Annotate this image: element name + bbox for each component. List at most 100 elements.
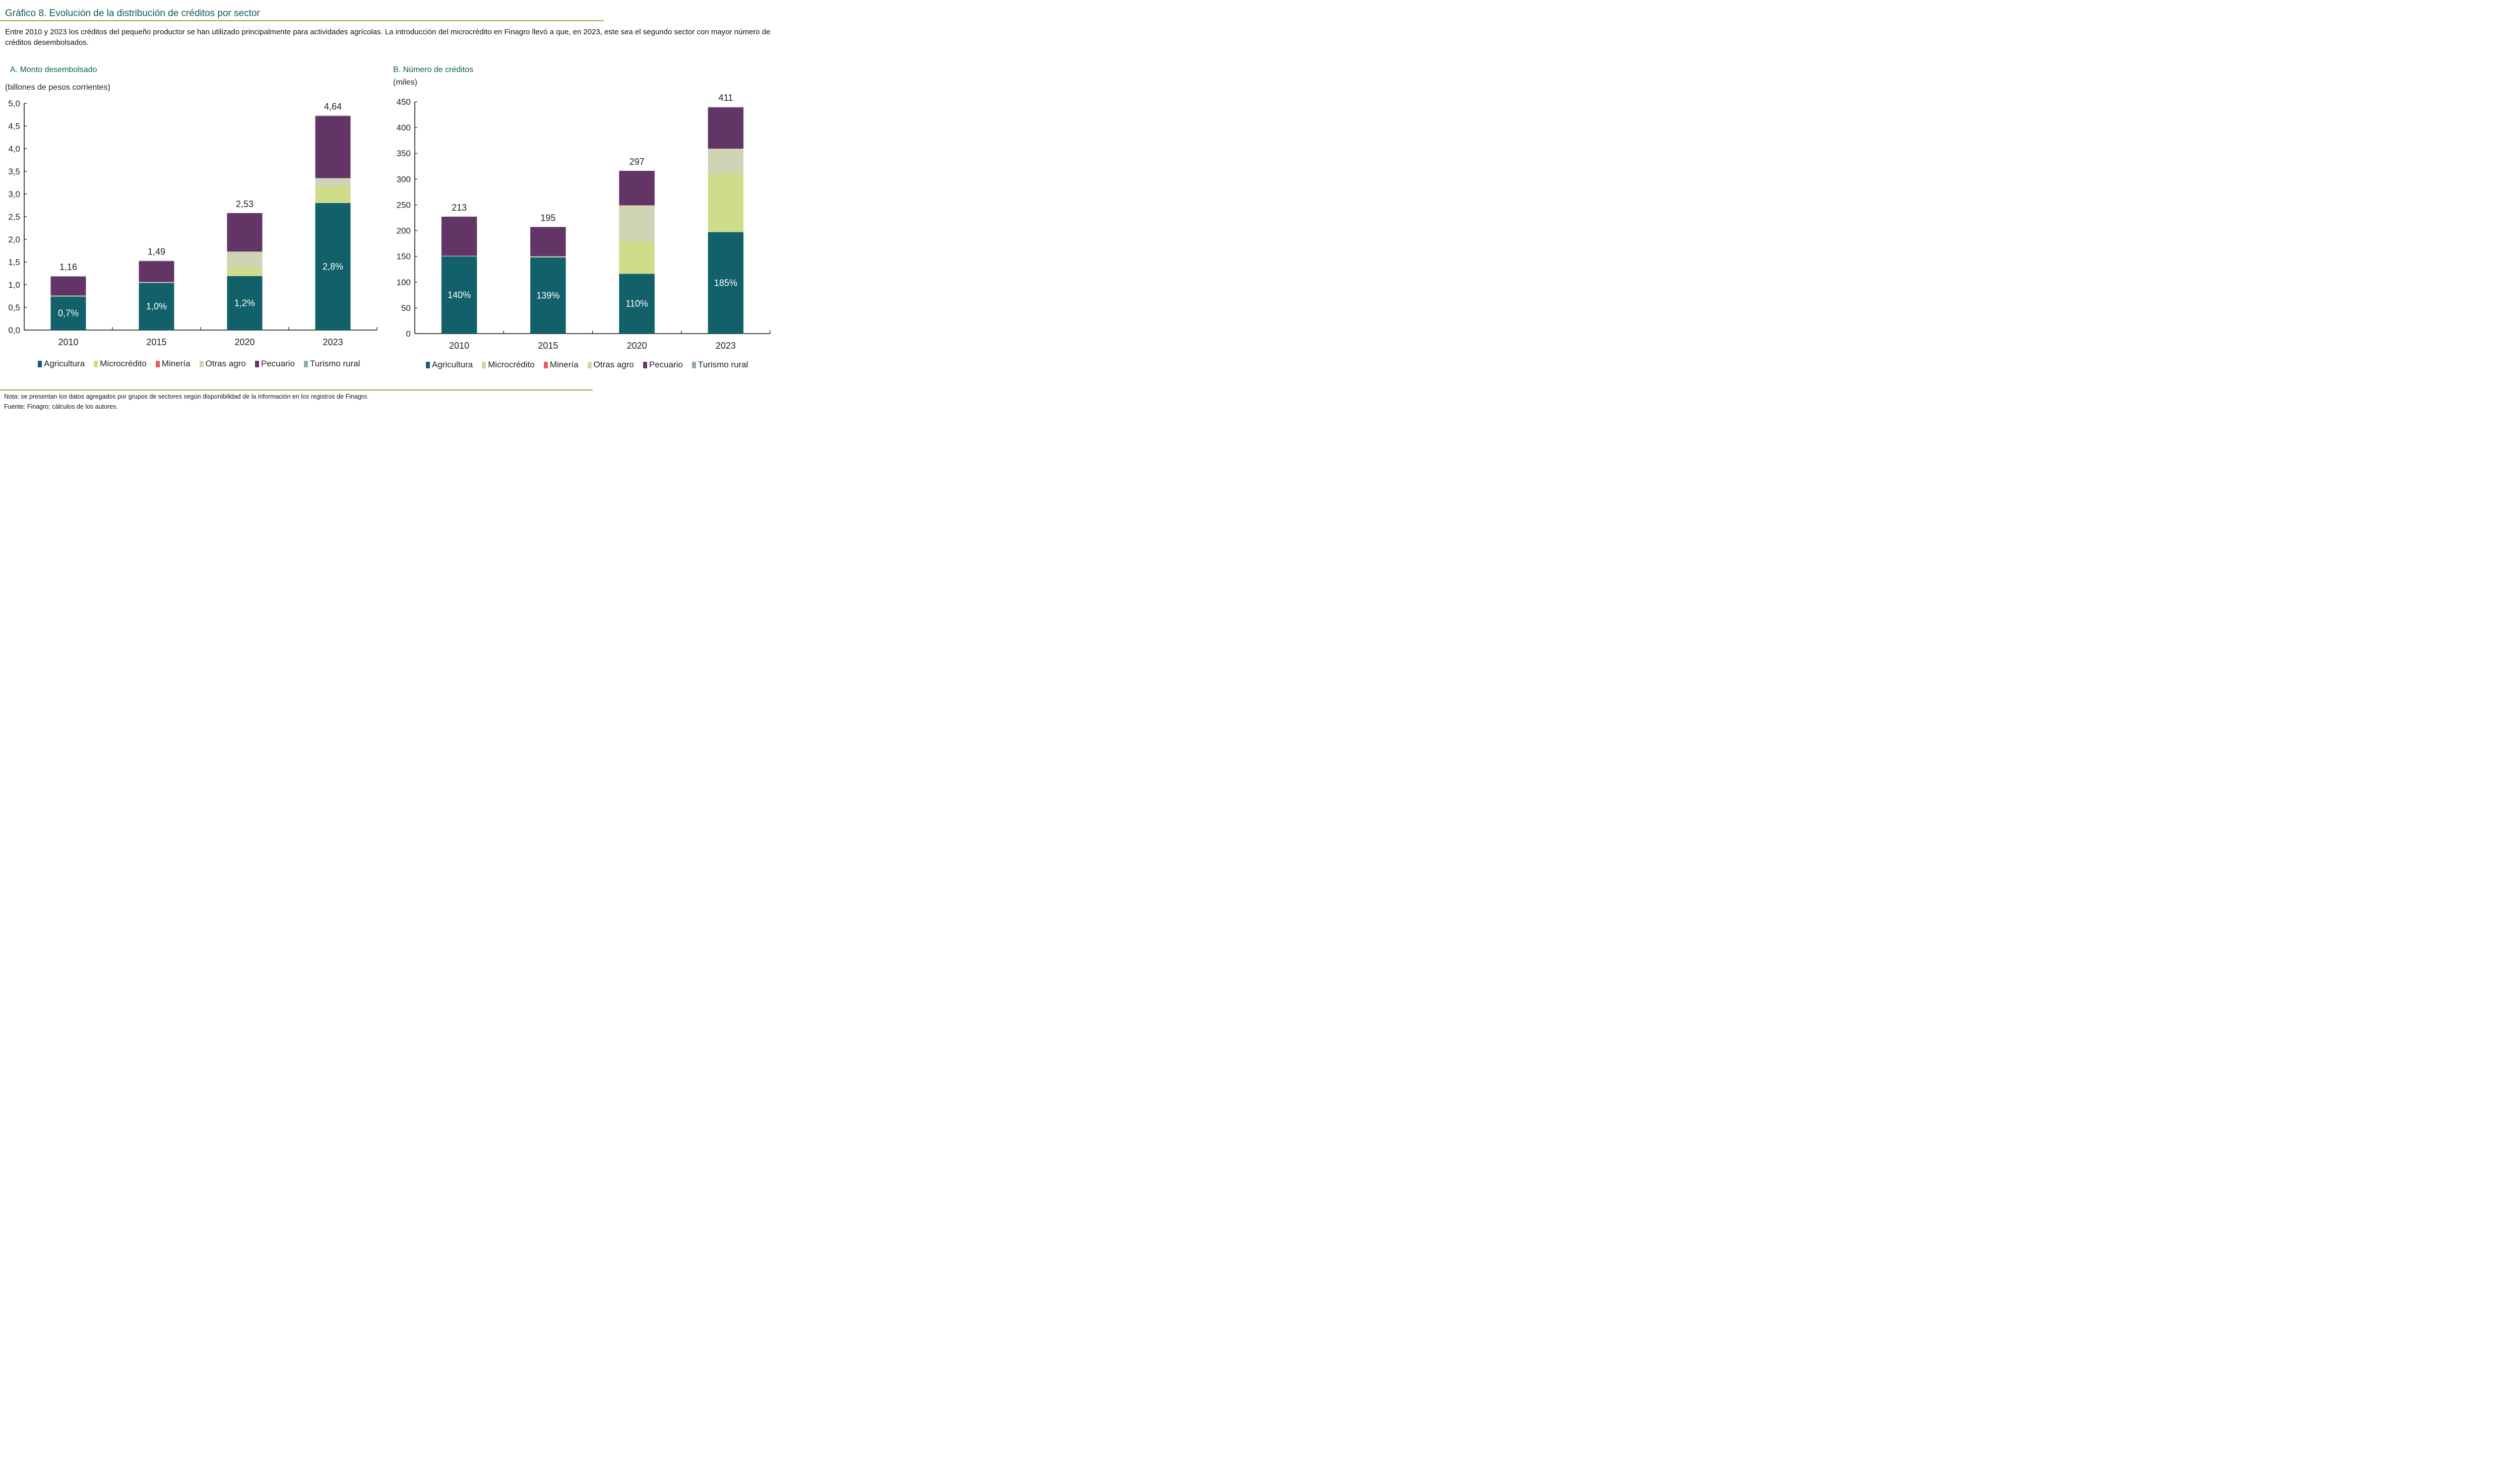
legend-item-minería: Minería xyxy=(543,360,579,370)
footnote: Nota: se presentan los datos agregados p… xyxy=(4,393,369,400)
legend-a: Agricultura Microcrédito Minería Otras agro… xyxy=(38,359,360,369)
legend-label: Turismo rural xyxy=(698,360,748,369)
total-label: 4,64 xyxy=(324,101,342,111)
y-tick-label: 0,5 xyxy=(8,303,20,312)
legend-swatch xyxy=(155,360,160,367)
bar-segment-pecuario xyxy=(227,213,263,252)
y-tick-label: 2,5 xyxy=(8,212,20,222)
legend-swatch xyxy=(94,360,98,367)
legend-item-minería: Minería xyxy=(155,359,191,369)
lead-text: Entre 2010 y 2023 los créditos del peque… xyxy=(5,28,771,47)
y-tick-label: 50 xyxy=(401,303,411,313)
legend-swatch xyxy=(38,360,42,367)
bar-segment-agricultura xyxy=(530,257,566,334)
x-tick-label: 2010 xyxy=(449,341,469,351)
y-tick-label: 400 xyxy=(397,123,411,133)
bar-segment-pecuario xyxy=(441,216,477,256)
y-tick-label: 0 xyxy=(406,329,411,339)
bar-segment-pecuario xyxy=(315,116,351,178)
legend-label: Agricultura xyxy=(432,360,473,369)
legend-item-microcrédito: Microcrédito xyxy=(94,359,147,369)
y-tick-label: 350 xyxy=(397,149,411,158)
chart-a: 0,0 0,5 1,0 1,5 2,0 2,5 3,0 3,5 4,0 4,5 5,0 1,16 0,7… xyxy=(8,99,377,347)
title-divider xyxy=(0,20,604,21)
source: Fuente: Finagro; cálculos de los autores… xyxy=(4,403,118,410)
inner-label: 185% xyxy=(714,278,737,288)
x-tick-label: 2015 xyxy=(538,341,558,351)
legend-item-turismo-rural: Turismo rural xyxy=(691,360,748,370)
y-tick-label: 2,0 xyxy=(8,235,20,244)
y-tick-label: 1,0 xyxy=(8,280,20,290)
inner-label: 139% xyxy=(536,290,559,300)
chart-b: 0 50 100 150 200 250 300 350 400 450 213 140% 2010 19… xyxy=(397,93,771,351)
bar-segment-pecuario xyxy=(139,261,174,282)
bar-segment-otras-agro xyxy=(708,149,744,174)
y-tick-label: 450 xyxy=(397,97,411,107)
legend-label: Pecuario xyxy=(649,360,683,369)
legend-swatch xyxy=(691,361,696,368)
legend-item-otras-agro: Otras agro xyxy=(199,359,246,369)
total-label: 195 xyxy=(540,213,555,223)
y-tick-label: 5,0 xyxy=(8,99,20,108)
bar-segment-otras-agro xyxy=(315,178,351,186)
legend-label: Pecuario xyxy=(261,359,295,368)
legend-swatch xyxy=(482,361,486,368)
y-tick-label: 4,5 xyxy=(8,121,20,131)
x-tick-label: 2020 xyxy=(627,341,647,351)
total-label: 1,16 xyxy=(59,262,77,272)
legend-item-agricultura: Agricultura xyxy=(426,360,473,370)
panel-b-unit: (miles) xyxy=(393,78,417,87)
inner-label: 2,8% xyxy=(323,262,343,272)
bar-segment-pecuario xyxy=(708,107,744,149)
bar-segment-turismo-rural xyxy=(50,276,86,277)
x-tick-label: 2020 xyxy=(234,337,255,347)
footer-divider xyxy=(0,390,593,391)
panel-a-title: A. Monto desembolsado xyxy=(10,66,97,74)
bar-segment-agricultura xyxy=(50,296,86,330)
bar-segment-otras-agro xyxy=(619,205,655,242)
y-tick-label: 100 xyxy=(397,278,411,287)
legend-label: Minería xyxy=(549,360,579,369)
inner-label: 140% xyxy=(448,290,471,300)
figure-title: Gráfico 8. Evolución de la distribución … xyxy=(5,8,260,19)
legend-item-otras-agro: Otras agro xyxy=(587,360,634,370)
bar-segment-microcrédito xyxy=(227,267,263,276)
legend-swatch xyxy=(255,360,259,367)
y-tick-label: 4,0 xyxy=(8,144,20,154)
panel-a-unit: (billones de pesos corrientes) xyxy=(5,83,110,92)
legend-item-pecuario: Pecuario xyxy=(643,360,683,370)
legend-item-pecuario: Pecuario xyxy=(255,359,295,369)
bar-segment-agricultura xyxy=(619,274,655,334)
legend-item-microcrédito: Microcrédito xyxy=(482,360,535,370)
legend-item-turismo-rural: Turismo rural xyxy=(303,359,360,369)
inner-label: 1,2% xyxy=(234,298,255,308)
legend-item-agricultura: Agricultura xyxy=(38,359,85,369)
y-tick-label: 1,5 xyxy=(8,257,20,267)
legend-b: Agricultura Microcrédito Minería Otras agro… xyxy=(426,360,748,370)
legend-label: Agricultura xyxy=(44,359,85,368)
bar-segment-microcrédito xyxy=(315,186,351,203)
x-tick-label: 2023 xyxy=(716,341,736,351)
bar-segment-agricultura xyxy=(708,232,744,334)
legend-label: Otras agro xyxy=(205,359,246,368)
legend-label: Microcrédito xyxy=(100,359,147,368)
total-label: 2,53 xyxy=(236,199,254,209)
legend-label: Turismo rural xyxy=(309,359,360,368)
bar-segment-microcrédito xyxy=(708,174,744,232)
bar-segment-otras-agro xyxy=(530,256,566,257)
inner-label: 0,7% xyxy=(58,308,79,318)
bar-segment-agricultura xyxy=(441,256,477,334)
legend-label: Otras agro xyxy=(593,360,634,369)
legend-label: Microcrédito xyxy=(488,360,535,369)
legend-swatch xyxy=(199,360,204,367)
inner-label: 1,0% xyxy=(146,301,167,311)
bar-segment-microcrédito xyxy=(619,242,655,274)
y-tick-label: 150 xyxy=(397,252,411,262)
total-label: 1,49 xyxy=(148,246,165,256)
y-tick-label: 0,0 xyxy=(8,326,20,335)
x-tick-label: 2023 xyxy=(323,337,343,347)
bar-segment-agricultura xyxy=(139,283,174,330)
bar-segment-otras-agro xyxy=(227,251,263,268)
y-tick-label: 250 xyxy=(397,200,411,210)
bar-segment-pecuario xyxy=(619,170,655,206)
